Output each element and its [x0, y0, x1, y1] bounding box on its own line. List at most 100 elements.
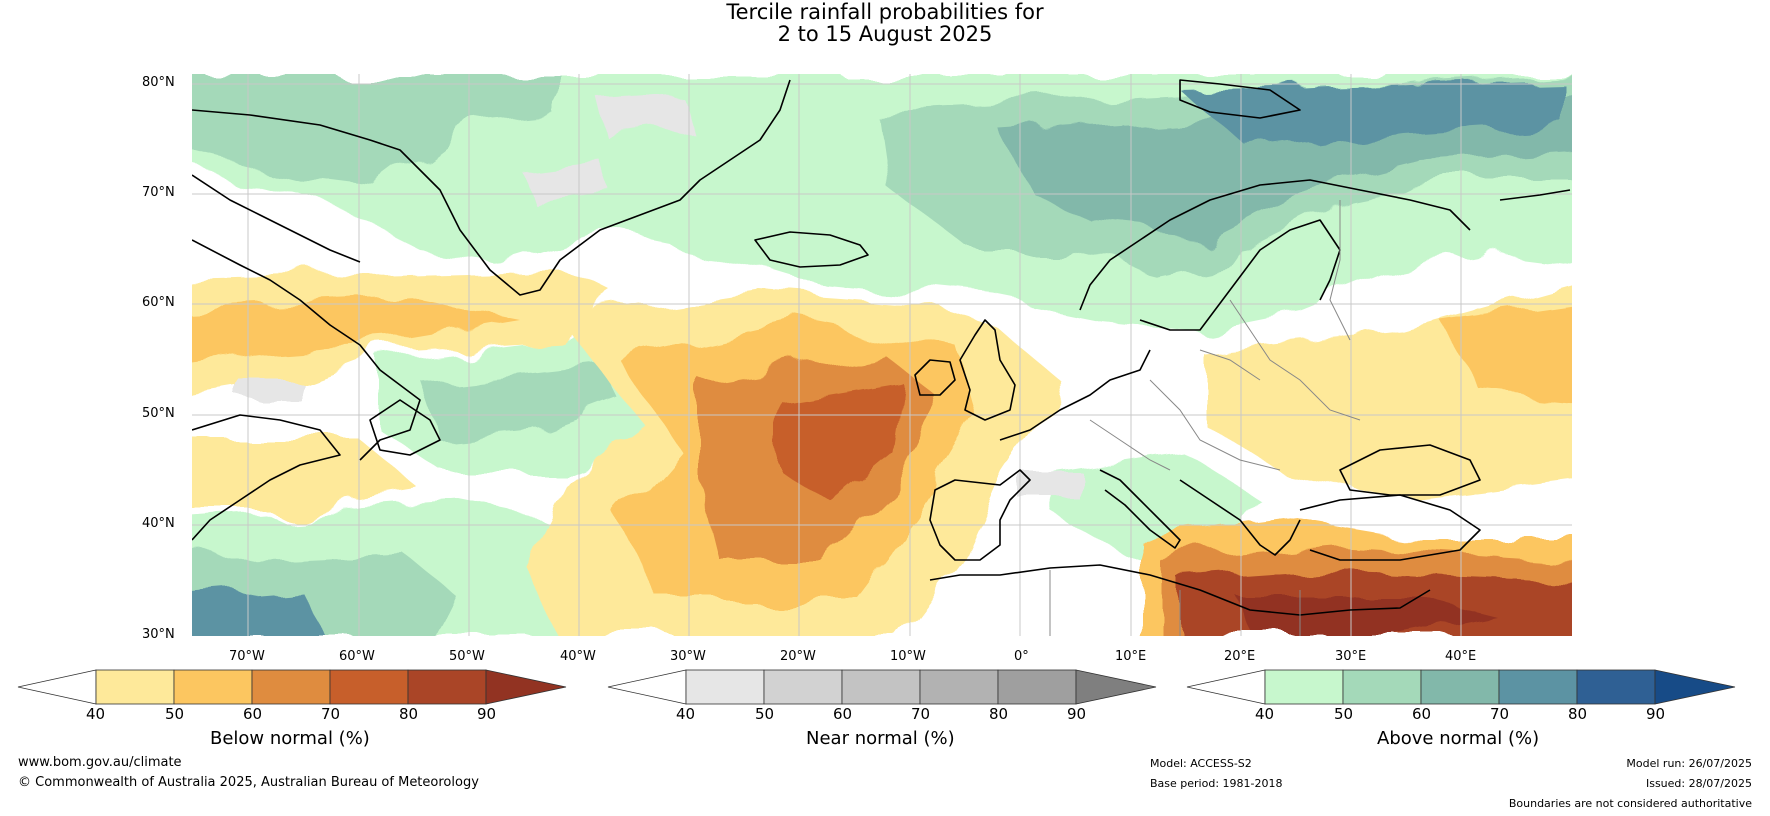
- tick-below-40: 40: [86, 705, 106, 723]
- colorbar-near-normal-bin-70-80: [919, 669, 999, 705]
- ireland-coast: [914, 359, 956, 396]
- north-africa-coast: [929, 564, 1431, 616]
- legend-below-normal-title: Below normal (%): [210, 728, 370, 749]
- border-5: [1329, 200, 1351, 341]
- italy-coast: [1099, 469, 1181, 549]
- below-normal-region-med-90: [1240, 600, 1500, 636]
- turkey-coast: [1299, 494, 1481, 561]
- border-3: [1089, 419, 1171, 471]
- near-normal-patch-3: [1020, 470, 1080, 500]
- tick-near-60: 60: [833, 705, 853, 723]
- chart-title-line1: Tercile rainfall probabilities for: [726, 0, 1044, 24]
- colorbar-below-normal-bin-70-80: [329, 669, 409, 705]
- lon-label-40e: 40°E: [1445, 649, 1477, 664]
- tick-below-70: 70: [321, 705, 341, 723]
- near-normal-patch-1: [600, 95, 690, 140]
- lon-label-40w: 40°W: [560, 649, 596, 664]
- lat-label-40n: 40°N: [142, 516, 175, 531]
- colorbar-near-normal-bin-60-70: [841, 669, 921, 705]
- great-britain-coast: [959, 319, 1016, 421]
- greenland-west-coast: [192, 174, 361, 263]
- colorbar-below-normal-bin-50-60: [173, 669, 253, 705]
- near-normal-patch-2: [520, 160, 610, 200]
- newfoundland-coast: [369, 399, 441, 456]
- iberia-coast: [929, 469, 1031, 561]
- colorbar-above-normal-bin-50-60: [1342, 669, 1422, 705]
- tick-below-50: 50: [165, 705, 185, 723]
- svalbard-coast: [1179, 79, 1301, 119]
- legend-near-normal-title: Near normal (%): [806, 728, 955, 749]
- map-area: [192, 74, 1572, 636]
- tick-near-40: 40: [676, 705, 696, 723]
- iceland-coast: [754, 231, 869, 268]
- colorbar-below-normal-bin-60-70: [251, 669, 331, 705]
- lon-label-0: 0°: [1014, 649, 1029, 664]
- colorbar-below-normal-bin-40-50: [95, 669, 175, 705]
- colorbar-above-normal-extend-min: [1186, 669, 1266, 705]
- lon-label-60w: 60°W: [339, 649, 375, 664]
- lat-label-80n: 80°N: [142, 75, 175, 90]
- tick-below-80: 80: [399, 705, 419, 723]
- coastlines: [192, 79, 1571, 616]
- norway-scandinavia-coast: [1079, 179, 1471, 311]
- colorbar-above-normal-bin-60-70: [1420, 669, 1500, 705]
- below-normal-region-east-60: [1440, 301, 1572, 400]
- below-normal-region-atlantic-80: [780, 380, 900, 500]
- colorbar-above-normal-extend-max: [1654, 669, 1736, 705]
- lon-label-20w: 20°W: [780, 649, 816, 664]
- above-normal-region-west: [192, 74, 560, 190]
- lat-label-30n: 30°N: [142, 627, 175, 642]
- tick-above-70: 70: [1490, 705, 1510, 723]
- colorbar-near-normal-bin-50-60: [763, 669, 843, 705]
- colorbar-near-normal-extend-min: [607, 669, 687, 705]
- tick-above-50: 50: [1334, 705, 1354, 723]
- tick-near-70: 70: [911, 705, 931, 723]
- below-normal-region-west-60: [192, 300, 520, 359]
- tick-above-90: 90: [1646, 705, 1666, 723]
- lat-label-70n: 70°N: [142, 185, 175, 200]
- colorbar-below-normal-extend-min: [17, 669, 97, 705]
- lon-label-70w: 70°W: [229, 649, 265, 664]
- footer-base-period: Base period: 1981-2018: [1150, 777, 1283, 790]
- lon-label-50w: 50°W: [449, 649, 485, 664]
- europe-west-coast: [999, 349, 1151, 441]
- tick-above-60: 60: [1412, 705, 1432, 723]
- legend-above-normal-title: Above normal (%): [1377, 728, 1540, 749]
- black-sea-coast: [1339, 444, 1481, 496]
- gridlines: [192, 74, 1572, 636]
- footer-disclaimer: Boundaries are not considered authoritat…: [1508, 797, 1752, 810]
- lat-label-50n: 50°N: [142, 406, 175, 421]
- balkans-greece-coast: [1179, 479, 1301, 556]
- colorbar-above-normal-bin-70-80: [1498, 669, 1578, 705]
- colorbar-above-normal-bin-80-90: [1576, 669, 1656, 705]
- lat-label-60n: 60°N: [142, 295, 175, 310]
- above-normal-region-north-peak: [1180, 80, 1560, 150]
- colorbar-near-normal-bin-80-90: [997, 669, 1077, 705]
- tick-near-90: 90: [1067, 705, 1087, 723]
- tick-above-40: 40: [1255, 705, 1275, 723]
- tick-below-90: 90: [477, 705, 497, 723]
- footer-website: www.bom.gov.au/climate: [18, 755, 182, 770]
- border-4: [1199, 349, 1261, 381]
- legend-below-normal: [17, 669, 567, 705]
- sweden-baltic-coast: [1139, 219, 1341, 331]
- colorbar-near-normal-extend-max: [1075, 669, 1157, 705]
- colorbar-near-normal-bin-40-50: [685, 669, 765, 705]
- greenland-coast: [192, 79, 791, 296]
- tick-near-80: 80: [989, 705, 1009, 723]
- tick-below-60: 60: [243, 705, 263, 723]
- lon-label-20e: 20°E: [1224, 649, 1256, 664]
- tick-near-50: 50: [755, 705, 775, 723]
- legend-near-normal: [607, 669, 1157, 705]
- lon-label-10w: 10°W: [890, 649, 926, 664]
- near-normal-patch-4: [240, 380, 300, 400]
- novaya-zemlya-coast: [1499, 189, 1571, 201]
- north-america-east-coast: [192, 414, 341, 541]
- colorbar-below-normal-extend-max: [485, 669, 567, 705]
- footer-issued: Issued: 28/07/2025: [1645, 777, 1752, 790]
- footer-model-run: Model run: 26/07/2025: [1626, 757, 1752, 770]
- tick-above-80: 80: [1568, 705, 1588, 723]
- baffin-labrador-coast: [192, 239, 421, 461]
- country-borders: [1049, 200, 1361, 636]
